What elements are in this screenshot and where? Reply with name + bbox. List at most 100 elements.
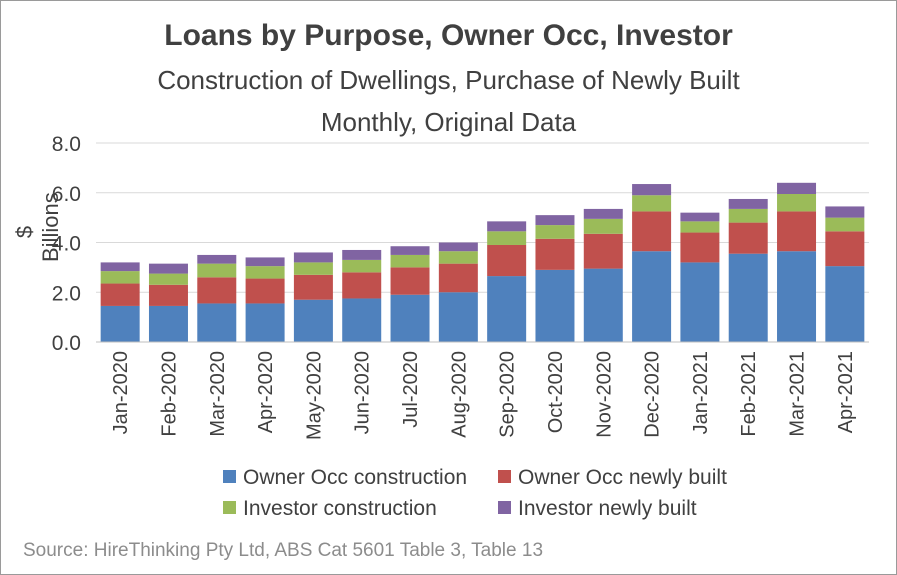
bar-segment xyxy=(535,215,575,226)
bar-segment xyxy=(245,266,285,279)
x-tick-label: Feb-2021 xyxy=(738,351,760,437)
x-tick-label: Mar-2020 xyxy=(207,351,229,437)
y-tick-label: 6.0 xyxy=(52,183,81,206)
legend-label: Owner Occ newly built xyxy=(518,466,727,489)
bar-segment xyxy=(438,292,478,342)
chart-subtitle-line-2: Monthly, Original Data xyxy=(320,107,577,137)
bar-segment xyxy=(728,198,768,209)
bar-segment xyxy=(777,182,817,194)
bar-segment xyxy=(583,233,623,269)
bar-segment xyxy=(632,184,672,196)
bar-segment xyxy=(197,303,237,342)
x-tick-label: Jul-2020 xyxy=(400,351,422,428)
y-tick-label: 8.0 xyxy=(52,133,81,156)
bar-segment xyxy=(777,251,817,342)
bar-segment xyxy=(293,262,333,275)
legend-swatch xyxy=(498,501,511,514)
bar-segment xyxy=(245,257,285,267)
source-note: Source: HireThinking Pty Ltd, ABS Cat 56… xyxy=(23,540,544,561)
bar-segment xyxy=(487,244,527,277)
bar-segment xyxy=(100,262,140,272)
bar-segment xyxy=(148,273,188,285)
bar-segment xyxy=(487,276,527,342)
bar-segment xyxy=(825,206,865,218)
bar-segment xyxy=(777,211,817,252)
bar-segment xyxy=(148,263,188,274)
legend-label: Owner Occ construction xyxy=(243,466,468,489)
bar-segment xyxy=(342,298,382,342)
legend-swatch xyxy=(498,470,511,483)
bar-segment xyxy=(342,272,382,299)
bar-segment xyxy=(293,299,333,342)
bar-segment xyxy=(825,231,865,267)
bar-segment xyxy=(390,267,430,295)
x-tick-label: Mar-2021 xyxy=(787,351,809,437)
bar-segment xyxy=(342,249,382,260)
legend-label: Investor newly built xyxy=(518,497,697,520)
x-tick-label: Oct-2020 xyxy=(545,351,567,433)
bar-segment xyxy=(487,221,527,232)
chart-title: Loans by Purpose, Owner Occ, Investor xyxy=(164,19,733,52)
bar-segment xyxy=(728,253,768,342)
bar-segment xyxy=(535,269,575,342)
bar-segment xyxy=(148,284,188,306)
bar-segment xyxy=(390,254,430,268)
legend-item: Owner Occ newly built xyxy=(498,466,727,490)
x-tick-label: Aug-2020 xyxy=(448,351,470,438)
x-tick-label: Dec-2020 xyxy=(642,351,664,438)
bar-segment xyxy=(100,271,140,284)
x-tick-label: Nov-2020 xyxy=(593,351,615,438)
y-tick-label: 4.0 xyxy=(52,233,81,256)
bar-segment xyxy=(632,195,672,212)
bar-segment xyxy=(680,262,720,342)
x-tick-label: Jan-2021 xyxy=(690,351,712,434)
x-tick-label: Apr-2020 xyxy=(255,351,277,433)
bar-segment xyxy=(535,238,575,270)
x-tick-label: May-2020 xyxy=(303,351,325,440)
legend-swatch xyxy=(223,501,236,514)
legend-item: Investor construction xyxy=(223,497,437,521)
x-tick-label: Jun-2020 xyxy=(352,351,374,434)
bar-segment xyxy=(438,242,478,252)
legend-swatch xyxy=(223,470,236,483)
bar-segment xyxy=(680,221,720,233)
bar-segment xyxy=(825,217,865,232)
bar-segment xyxy=(632,251,672,342)
bar-segment xyxy=(728,208,768,223)
bar-segment xyxy=(825,266,865,342)
x-tick-label: Apr-2021 xyxy=(835,351,857,433)
x-tick-label: Jan-2020 xyxy=(110,351,132,434)
bar-segment xyxy=(487,231,527,245)
bar-segment xyxy=(245,303,285,342)
bar-segment xyxy=(583,218,623,234)
bar-segment xyxy=(438,251,478,264)
legend-item: Owner Occ construction xyxy=(223,466,467,490)
bar-segment xyxy=(148,305,188,342)
bar-segment xyxy=(293,252,333,263)
chart-subtitle-line-1: Construction of Dwellings, Purchase of N… xyxy=(157,65,740,95)
x-tick-label: Feb-2020 xyxy=(158,351,180,437)
bar-segment xyxy=(100,305,140,342)
bar-segment xyxy=(583,268,623,342)
bar-segment xyxy=(777,193,817,212)
bar-segment xyxy=(197,254,237,264)
legend-item: Investor newly built xyxy=(498,497,697,521)
bar-segment xyxy=(583,208,623,219)
bar-segment xyxy=(390,246,430,255)
bar-segment xyxy=(680,232,720,263)
bar-segment xyxy=(342,259,382,273)
y-tick-label: 0.0 xyxy=(52,332,81,355)
bar-segment xyxy=(197,277,237,304)
bar-segment xyxy=(100,283,140,306)
bar-segment xyxy=(245,278,285,304)
bar-segment xyxy=(680,212,720,222)
bar-segment xyxy=(390,294,430,342)
x-tick-label: Sep-2020 xyxy=(497,351,519,438)
bar-segment xyxy=(535,225,575,239)
bar-segment xyxy=(293,274,333,300)
bar-segment xyxy=(197,263,237,278)
bar-segment xyxy=(728,222,768,254)
legend-label: Investor construction xyxy=(243,497,437,520)
